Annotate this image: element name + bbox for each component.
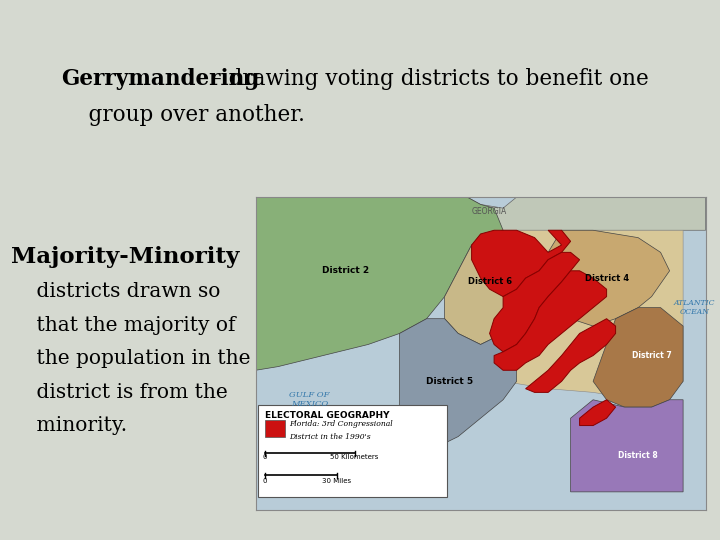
Text: minority.: minority. [11, 416, 127, 435]
Text: – drawing voting districts to benefit one: – drawing voting districts to benefit on… [204, 68, 649, 90]
Text: District in the 1990's: District in the 1990's [289, 433, 371, 441]
Text: group over another.: group over another. [61, 104, 305, 126]
Polygon shape [256, 197, 503, 370]
Text: District 8: District 8 [618, 450, 658, 460]
Polygon shape [534, 230, 670, 326]
Bar [265, 420, 285, 437]
Polygon shape [580, 400, 616, 426]
Text: District 5: District 5 [426, 377, 472, 386]
Polygon shape [400, 319, 517, 455]
Text: 0: 0 [262, 478, 267, 484]
Text: GULF OF
MEXICO: GULF OF MEXICO [289, 391, 330, 408]
Polygon shape [571, 400, 683, 492]
Text: District 2: District 2 [322, 266, 369, 275]
Text: Gerrymandering: Gerrymandering [61, 68, 259, 90]
Text: the population in the: the population in the [11, 349, 251, 368]
Text: ATLANTIC
OCEAN: ATLANTIC OCEAN [674, 299, 715, 316]
Polygon shape [526, 319, 616, 393]
Text: District 4: District 4 [585, 274, 629, 282]
Polygon shape [445, 230, 534, 345]
Text: District 6: District 6 [467, 278, 512, 286]
Polygon shape [472, 230, 571, 296]
Text: Florida: 3rd Congressional: Florida: 3rd Congressional [289, 420, 393, 428]
Text: District 7: District 7 [631, 351, 672, 360]
Text: Majority-Minority: Majority-Minority [11, 246, 239, 268]
Text: district is from the: district is from the [11, 383, 228, 402]
Polygon shape [593, 308, 683, 407]
Polygon shape [490, 252, 580, 352]
Text: districts drawn so: districts drawn so [11, 282, 220, 301]
Polygon shape [503, 230, 683, 400]
Text: 30 Miles: 30 Miles [322, 478, 351, 484]
Text: 50 Kilometers: 50 Kilometers [330, 455, 379, 461]
Text: that the majority of: that the majority of [11, 316, 235, 335]
Text: ELECTORAL GEOGRAPHY: ELECTORAL GEOGRAPHY [265, 411, 389, 420]
Polygon shape [256, 197, 706, 230]
Text: GEORGIA: GEORGIA [472, 207, 507, 217]
Text: 0: 0 [262, 455, 267, 461]
Polygon shape [494, 271, 606, 370]
FancyBboxPatch shape [258, 406, 447, 497]
